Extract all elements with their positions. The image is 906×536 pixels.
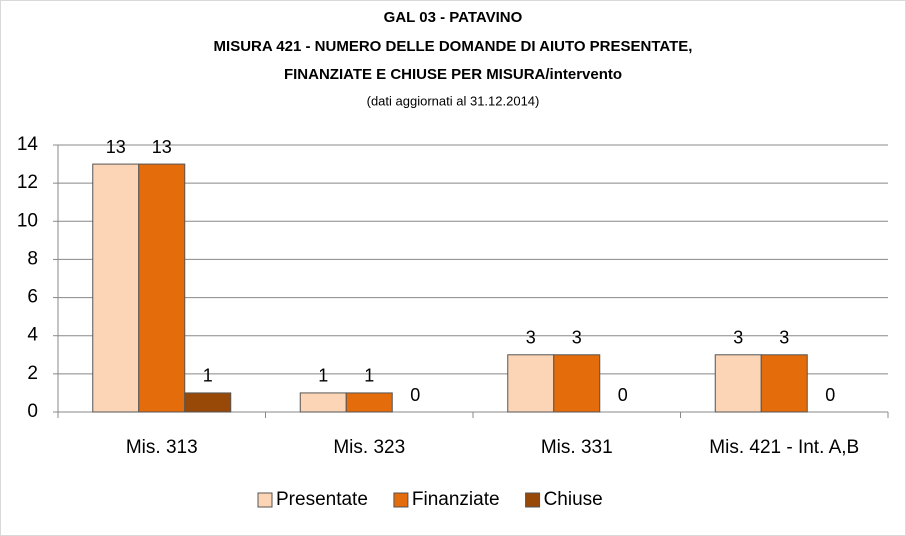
y-tick-label: 14: [17, 134, 39, 155]
legend-swatch: [393, 492, 409, 508]
legend-label: Chiuse: [544, 489, 603, 510]
y-tick-label: 2: [27, 363, 38, 384]
data-label: 3: [733, 328, 743, 348]
data-label: 1: [364, 366, 374, 386]
legend-swatch: [525, 492, 541, 508]
chart-title: GAL 03 - PATAVINO: [384, 9, 523, 26]
data-label: 3: [526, 328, 536, 348]
data-label: 3: [572, 328, 582, 348]
legend-label: Presentate: [276, 489, 368, 510]
y-tick-label: 8: [27, 248, 38, 269]
legend-label: Finanziate: [412, 489, 500, 510]
legend-swatch: [257, 492, 273, 508]
x-tick-label: Mis. 323: [333, 437, 405, 458]
y-tick-label: 4: [27, 325, 38, 346]
bar: [345, 392, 393, 413]
x-tick-label: Mis. 331: [541, 437, 613, 458]
data-label: 1: [203, 366, 213, 386]
chart-subtitle: (dati aggiornati al 31.12.2014): [367, 93, 540, 108]
bar: [553, 354, 601, 413]
data-label: 0: [618, 385, 628, 405]
y-tick-label: 0: [27, 401, 38, 422]
bar: [299, 392, 347, 413]
data-label: 13: [106, 137, 126, 157]
data-label: 13: [152, 137, 172, 157]
data-label: 3: [779, 328, 789, 348]
y-tick-label: 12: [17, 172, 38, 193]
bar: [138, 163, 186, 413]
x-tick-label: Mis. 421 - Int. A,B: [709, 437, 859, 458]
bar: [507, 354, 555, 413]
bar: [92, 163, 140, 413]
data-label: 1: [318, 366, 328, 386]
chart-title: MISURA 421 - NUMERO DELLE DOMANDE DI AIU…: [214, 38, 693, 55]
chart-title: FINANZIATE E CHIUSE PER MISURA/intervent…: [284, 66, 622, 83]
y-tick-label: 10: [17, 210, 38, 231]
x-tick-label: Mis. 313: [126, 437, 198, 458]
y-tick-label: 6: [27, 287, 38, 308]
bar: [714, 354, 762, 413]
data-label: 0: [410, 385, 420, 405]
data-label: 0: [825, 385, 835, 405]
bar: [760, 354, 808, 413]
bar: [184, 392, 232, 413]
